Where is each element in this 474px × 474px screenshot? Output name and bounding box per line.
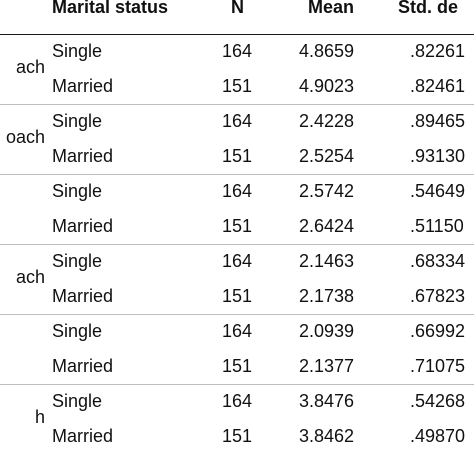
cell-n: 164: [222, 41, 253, 61]
table-row: Single 164 4.8659 .82261: [0, 35, 474, 70]
cell-mean: 2.4228: [299, 111, 355, 131]
cell-marital-status: Single: [52, 391, 103, 411]
table-group: h Single 164 3.8476 .54268 Married 151 3…: [0, 385, 474, 455]
group-label: ach: [15, 267, 45, 287]
cell-mean: 2.1738: [299, 286, 355, 306]
cell-std: .49870: [410, 426, 466, 446]
cell-mean: 2.5742: [299, 181, 355, 201]
table-row: Married 151 2.1738 .67823: [0, 280, 474, 315]
cell-mean: 3.8462: [299, 426, 355, 446]
cell-n: 151: [222, 286, 253, 306]
cell-mean: 2.0939: [299, 321, 355, 341]
cell-mean: 3.8476: [299, 391, 355, 411]
cell-marital-status: Single: [52, 181, 103, 201]
group-label: h: [34, 407, 45, 427]
table-group: ach Single 164 4.8659 .82261 Married 151…: [0, 35, 474, 105]
group-label: oach: [5, 127, 45, 147]
cell-std: .54268: [410, 391, 466, 411]
header-marital-status: Marital status: [52, 0, 169, 17]
cell-std: .67823: [410, 286, 466, 306]
table-group: Single 164 2.0939 .66992 Married 151 2.1…: [0, 315, 474, 385]
cell-std: .82461: [410, 76, 466, 96]
cell-mean: 4.8659: [299, 41, 355, 61]
cell-std: .89465: [410, 111, 466, 131]
cell-mean: 2.1377: [299, 356, 355, 376]
table-row: Single 164 3.8476 .54268: [0, 385, 474, 420]
cell-marital-status: Single: [52, 321, 103, 341]
table-group: Single 164 2.5742 .54649 Married 151 2.6…: [0, 175, 474, 245]
cell-std: .66992: [410, 321, 466, 341]
table-row: Single 164 2.4228 .89465: [0, 105, 474, 140]
cell-marital-status: Married: [52, 146, 114, 166]
table-group: ach Single 164 2.1463 .68334 Married 151…: [0, 245, 474, 315]
cell-n: 164: [222, 251, 253, 271]
cell-n: 151: [222, 216, 253, 236]
cell-n: 164: [222, 111, 253, 131]
cell-mean: 2.5254: [299, 146, 355, 166]
table-row: Single 164 2.1463 .68334: [0, 245, 474, 280]
table-row: Married 151 2.6424 .51150: [0, 210, 474, 245]
cell-marital-status: Single: [52, 41, 103, 61]
cell-std: .68334: [410, 251, 466, 271]
cell-n: 151: [222, 146, 253, 166]
cell-marital-status: Married: [52, 76, 114, 96]
cell-marital-status: Married: [52, 286, 114, 306]
cell-std: .54649: [410, 181, 466, 201]
header-n: N: [231, 0, 244, 17]
table-group: oach Single 164 2.4228 .89465 Married 15…: [0, 105, 474, 175]
table-row: Married 151 2.1377 .71075: [0, 350, 474, 385]
table-row: Married 151 4.9023 .82461: [0, 70, 474, 105]
cell-mean: 2.6424: [299, 216, 355, 236]
cell-n: 164: [222, 391, 253, 411]
group-label: ach: [15, 57, 45, 77]
cell-n: 151: [222, 76, 253, 96]
cell-marital-status: Single: [52, 251, 103, 271]
header-mean: Mean: [308, 0, 355, 17]
table-row: Single 164 2.0939 .66992: [0, 315, 474, 350]
cell-marital-status: Married: [52, 356, 114, 376]
cell-std: .93130: [410, 146, 466, 166]
cell-std: .51150: [410, 216, 464, 236]
table-row: Married 151 3.8462 .49870: [0, 420, 474, 455]
header-std-deviation: Std. de: [398, 0, 459, 17]
cell-mean: 2.1463: [299, 251, 355, 271]
cell-std: .82261: [410, 41, 466, 61]
cell-n: 164: [222, 321, 253, 341]
cell-std: .71075: [410, 356, 466, 376]
cell-marital-status: Married: [52, 426, 114, 446]
table-header: Marital status N Mean Std. de: [0, 0, 474, 35]
cell-n: 151: [222, 426, 253, 446]
cell-n: 151: [222, 356, 253, 376]
table-row: Married 151 2.5254 .93130: [0, 140, 474, 175]
cell-marital-status: Single: [52, 111, 103, 131]
cell-n: 164: [222, 181, 253, 201]
table-row: Single 164 2.5742 .54649: [0, 175, 474, 210]
cell-mean: 4.9023: [299, 76, 355, 96]
cell-marital-status: Married: [52, 216, 114, 236]
